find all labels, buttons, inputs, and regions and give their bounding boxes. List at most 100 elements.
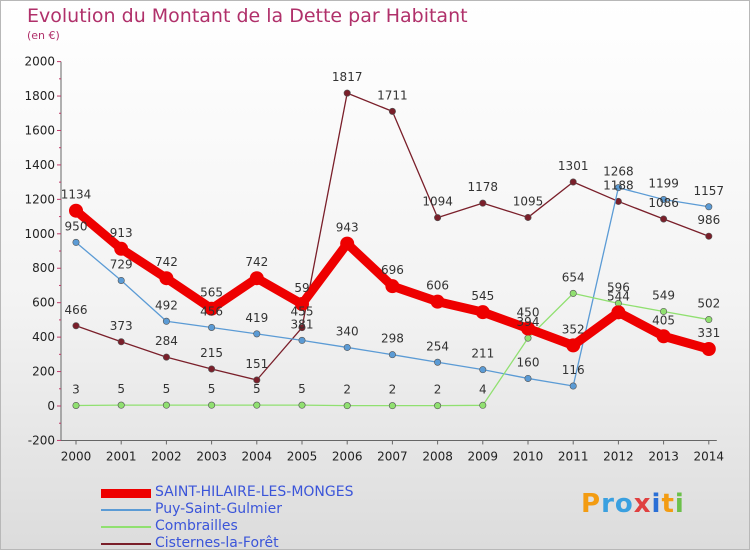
data-point [249, 271, 264, 286]
data-point [524, 213, 532, 221]
data-label: 160 [517, 355, 540, 369]
data-label: 116 [562, 363, 585, 377]
data-label: 1817 [332, 70, 363, 84]
data-point [343, 89, 351, 97]
x-tick-label: 2006 [332, 449, 363, 463]
data-point [298, 324, 306, 332]
data-point [208, 365, 216, 373]
logo-letter: t [661, 489, 675, 519]
data-label: 492 [155, 298, 178, 312]
data-point [521, 321, 535, 336]
legend-swatch-puy-saint-gulmier [101, 509, 151, 511]
data-label: 1301 [558, 159, 589, 173]
data-point [434, 402, 442, 410]
data-label: 549 [652, 288, 675, 302]
data-point [208, 323, 216, 331]
x-tick-label: 2004 [242, 449, 273, 463]
data-point [72, 238, 80, 246]
data-label: 596 [607, 280, 630, 294]
data-label: 545 [471, 289, 494, 303]
data-label: 211 [471, 347, 494, 361]
data-label: 986 [697, 213, 720, 227]
data-label: 352 [562, 322, 585, 336]
data-label: 456 [200, 304, 223, 318]
data-point [479, 199, 487, 207]
x-tick-label: 2005 [287, 449, 318, 463]
y-tick-label: 600 [32, 296, 55, 310]
data-point [298, 401, 306, 409]
data-point [701, 342, 716, 357]
y-tick-label: 1600 [24, 123, 55, 137]
data-label: 502 [697, 297, 720, 311]
y-tick-label: 800 [32, 261, 55, 275]
data-label: 2 [389, 383, 397, 397]
data-point [69, 203, 83, 218]
data-label: 381 [291, 317, 314, 331]
data-point [253, 330, 261, 338]
data-point [705, 203, 713, 211]
x-tick-label: 2009 [468, 449, 499, 463]
data-point [524, 334, 532, 342]
proxiti-logo: Proxiti [581, 489, 685, 519]
data-label: 696 [381, 263, 404, 277]
data-point [253, 401, 261, 409]
data-label: 5 [163, 382, 171, 396]
data-point [388, 402, 396, 410]
data-label: 405 [652, 313, 675, 327]
legend-label-puy-saint-gulmier: Puy-Saint-Gulmier [155, 501, 282, 517]
data-point [343, 402, 351, 410]
data-label: 913 [110, 226, 133, 240]
x-tick-label: 2011 [558, 449, 589, 463]
data-point [566, 338, 581, 353]
chart-title: Evolution du Montant de la Dette par Hab… [27, 5, 468, 27]
data-label: 742 [245, 255, 268, 269]
data-label: 729 [110, 257, 133, 271]
data-point [162, 317, 170, 325]
data-point [388, 107, 396, 115]
x-tick-label: 2000 [61, 449, 92, 463]
data-label: 466 [65, 303, 88, 317]
data-label: 1178 [468, 180, 499, 194]
legend-swatch-combrailles [101, 526, 151, 528]
series-lines [69, 89, 716, 410]
data-label: 455 [291, 305, 314, 319]
data-label: 331 [697, 326, 720, 340]
data-label: 59 [294, 281, 309, 295]
data-label: 1086 [648, 196, 679, 210]
data-label: 419 [245, 311, 268, 325]
y-tick-label: 1000 [24, 227, 55, 241]
data-point [204, 301, 219, 316]
logo-letter: o [614, 489, 634, 519]
data-point [660, 196, 668, 204]
legend-label-saint-hilaire: SAINT-HILAIRE-LES-MONGES [155, 484, 354, 500]
data-label: 1711 [377, 88, 408, 102]
unit-label: (en €) [27, 29, 60, 42]
data-label: 4 [479, 382, 487, 396]
data-point [72, 401, 80, 409]
data-point [660, 215, 668, 223]
data-point [117, 338, 125, 346]
data-point [298, 336, 306, 344]
legend-label-cisternes: Cisternes-la-Forêt [155, 535, 279, 550]
x-tick-label: 2007 [377, 449, 408, 463]
data-label: 565 [200, 286, 223, 300]
logo-letter: i [651, 489, 662, 519]
data-label: 5 [117, 382, 125, 396]
data-label: 1268 [603, 165, 634, 179]
data-label: 394 [517, 315, 540, 329]
data-label: 654 [562, 270, 585, 284]
data-point [705, 232, 713, 240]
data-point [479, 401, 487, 409]
data-point [614, 184, 622, 192]
data-point [430, 294, 445, 309]
data-point [385, 279, 400, 294]
data-label: 1157 [694, 184, 725, 198]
legend-swatch-cisternes [101, 543, 151, 545]
x-tick-label: 2010 [513, 449, 544, 463]
data-point [479, 366, 487, 374]
x-tick-label: 2003 [196, 449, 227, 463]
data-label: 606 [426, 279, 449, 293]
x-tick-label: 2014 [694, 449, 725, 463]
data-point [343, 343, 351, 351]
